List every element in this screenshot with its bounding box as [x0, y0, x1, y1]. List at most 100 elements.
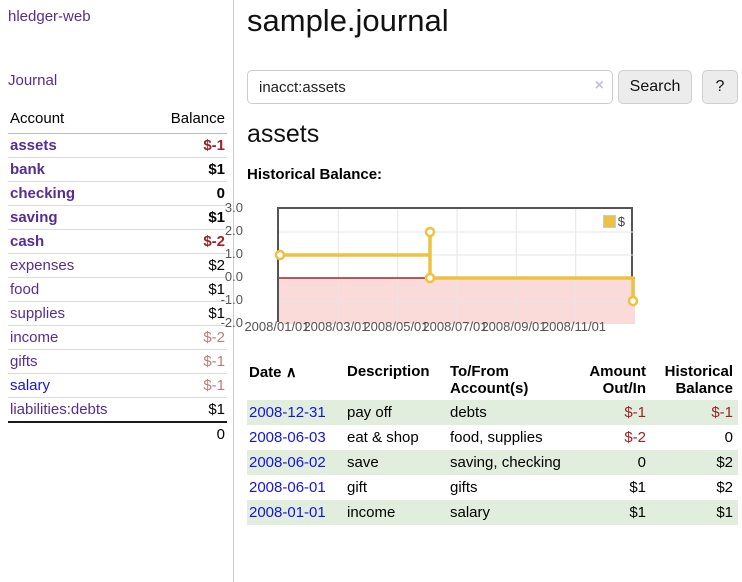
transaction-balance: $-1 [711, 404, 733, 421]
sort-ascending-icon: ∧ [285, 364, 297, 381]
chart-legend: $ [600, 213, 627, 230]
account-link-salary[interactable]: salary [10, 377, 51, 394]
page-title: sample.journal [247, 3, 449, 38]
transaction-amount: $1 [629, 504, 646, 521]
account-link-liabilities-debts[interactable]: liabilities:debts [10, 401, 108, 418]
account-link-income[interactable]: income [10, 329, 59, 346]
transaction-amount: $1 [629, 479, 646, 496]
x-tick: 2008/09/01 [481, 319, 547, 334]
transaction-date-link[interactable]: 2008-06-03 [249, 429, 326, 446]
y-tick: 2.0 [224, 223, 243, 238]
search-button[interactable]: Search [618, 70, 692, 104]
y-tick: 0.0 [224, 269, 243, 284]
x-tick: 2008/01/01 [244, 319, 310, 334]
data-point-2008-01-01[interactable] [274, 249, 286, 261]
transaction-accounts: salary [450, 504, 491, 521]
transaction-description: save [347, 454, 379, 471]
account-balance: $-1 [147, 133, 227, 158]
transaction-date-link[interactable]: 2008-06-01 [249, 479, 326, 496]
main-content: sample.journal × Search ? assets Histori… [221, 0, 738, 582]
y-tick: 3.0 [224, 200, 243, 215]
y-tick: -1.0 [220, 292, 243, 307]
transaction-row: 2008-06-02 save saving, checking 0 $2 [247, 450, 738, 475]
search-input[interactable] [247, 70, 613, 104]
data-point-markers[interactable] [274, 226, 639, 307]
account-balance: $2 [147, 253, 227, 278]
transaction-amount: $-1 [624, 404, 646, 421]
account-row-checking: checking 0 [8, 181, 227, 206]
transaction-date-link[interactable]: 2008-01-01 [249, 504, 326, 521]
account-balance: $-1 [147, 373, 227, 398]
transaction-amount: 0 [637, 454, 646, 471]
transaction-date-link[interactable]: 2008-12-31 [249, 404, 326, 421]
chart-plot-area[interactable]: $ [274, 207, 639, 324]
transaction-amount: $-2 [624, 429, 646, 446]
account-row-gifts: gifts $-1 [8, 349, 227, 374]
date-column-header[interactable]: Date ∧ [247, 360, 345, 400]
x-tick: 2008/05/01 [363, 319, 429, 334]
search-bar: × Search ? [247, 70, 738, 104]
chart-canvas [274, 209, 639, 324]
account-link-bank[interactable]: bank [10, 161, 46, 178]
account-row-cash: cash $-2 [8, 229, 227, 254]
account-balance: $1 [147, 277, 227, 302]
balance-col-header: Balance [147, 106, 227, 134]
date-header-label: Date [249, 364, 282, 381]
x-tick: 2008/07/01 [422, 319, 488, 334]
accounts-col-header: Account [8, 106, 148, 134]
balance-column-header: Historical Balance [664, 363, 733, 397]
account-link-assets[interactable]: assets [10, 137, 57, 154]
account-balance: $-2 [147, 229, 227, 254]
x-tick: 2008/11/01 [541, 319, 607, 334]
account-link-saving[interactable]: saving [10, 209, 58, 226]
clear-search-icon[interactable]: × [594, 77, 604, 94]
y-tick: -2.0 [220, 315, 243, 330]
account-row-saving: saving $1 [8, 205, 227, 230]
transaction-description: eat & shop [347, 429, 419, 446]
transaction-accounts: gifts [450, 479, 478, 496]
account-balance: $-2 [147, 325, 227, 350]
account-row-liabilities-debts: liabilities:debts $1 [8, 397, 227, 422]
account-balance: 0 [147, 181, 227, 206]
accounts-total-value: 0 [147, 421, 227, 446]
data-point-2008-06-03[interactable] [424, 272, 436, 284]
transaction-accounts: saving, checking [450, 454, 561, 471]
app-brand-link[interactable]: hledger-web [8, 8, 91, 25]
historical-balance-chart: 3.0 2.0 1.0 0.0 -1.0 -2.0 [221, 200, 667, 342]
transaction-description: gift [347, 479, 368, 496]
description-column-header: Description [347, 363, 430, 380]
account-link-checking[interactable]: checking [10, 185, 76, 202]
help-button[interactable]: ? [702, 70, 738, 104]
y-tick: 1.0 [224, 246, 243, 261]
accounts-total-row: 0 [8, 421, 227, 446]
nav-journal-link[interactable]: Journal [8, 72, 58, 89]
transaction-balance: $1 [716, 504, 733, 521]
account-link-cash[interactable]: cash [10, 233, 45, 250]
accounts-tree-table: Account Balance assets $-1 bank $1 check… [8, 106, 227, 446]
transaction-date-link[interactable]: 2008-06-02 [249, 454, 326, 471]
transaction-balance: $2 [716, 479, 733, 496]
account-balance: $1 [147, 301, 227, 326]
data-point-2008-06-01[interactable] [424, 226, 436, 238]
transaction-balance: 0 [724, 429, 733, 446]
x-tick: 2008/03/01 [303, 319, 369, 334]
account-balance: $-1 [147, 349, 227, 374]
account-link-expenses[interactable]: expenses [10, 257, 75, 274]
legend-swatch [602, 215, 616, 228]
transaction-row: 2008-06-01 gift gifts $1 $2 [247, 475, 738, 500]
sidebar: hledger-web Journal Account Balance asse… [0, 0, 234, 582]
account-link-food[interactable]: food [10, 281, 40, 298]
search-input-wrap: × [247, 70, 613, 104]
data-point-2008-12-31[interactable] [627, 295, 639, 307]
account-link-gifts[interactable]: gifts [10, 353, 38, 370]
transaction-description: pay off [347, 404, 392, 421]
account-row-assets: assets $-1 [8, 133, 227, 158]
account-row-expenses: expenses $2 [8, 253, 227, 278]
transaction-row: 2008-06-03 eat & shop food, supplies $-2… [247, 425, 738, 450]
account-link-supplies[interactable]: supplies [10, 305, 66, 322]
account-balance: $1 [147, 397, 227, 422]
account-row-income: income $-2 [8, 325, 227, 350]
account-row-bank: bank $1 [8, 157, 227, 182]
transaction-row: 2008-01-01 income salary $1 $1 [247, 500, 738, 525]
account-row-food: food $1 [8, 277, 227, 302]
